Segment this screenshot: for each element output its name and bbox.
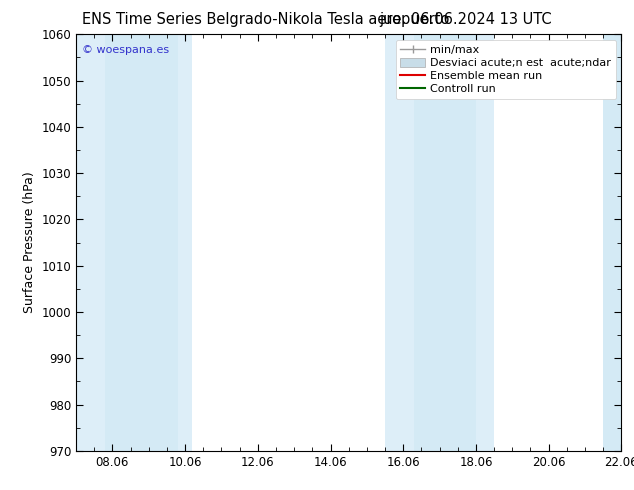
- Text: © woespana.es: © woespana.es: [82, 45, 169, 55]
- Bar: [603, 34, 621, 451]
- Bar: [105, 34, 178, 451]
- Bar: [76, 34, 105, 451]
- Bar: [476, 34, 494, 451]
- Bar: [414, 34, 476, 451]
- Y-axis label: Surface Pressure (hPa): Surface Pressure (hPa): [23, 172, 36, 314]
- Bar: [178, 34, 192, 451]
- Text: jue. 06.06.2024 13 UTC: jue. 06.06.2024 13 UTC: [379, 12, 552, 27]
- Bar: [385, 34, 414, 451]
- Text: ENS Time Series Belgrado-Nikola Tesla aeropuerto: ENS Time Series Belgrado-Nikola Tesla ae…: [82, 12, 450, 27]
- Legend: min/max, Desviaci acute;n est  acute;ndar, Ensemble mean run, Controll run: min/max, Desviaci acute;n est acute;ndar…: [396, 40, 616, 99]
